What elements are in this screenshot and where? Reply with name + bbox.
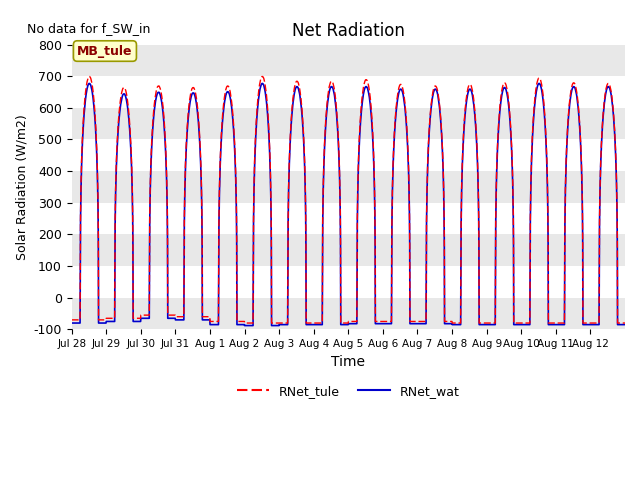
RNet_tule [241, 320, 248, 326]
RNet_tule [68, 317, 76, 323]
RNet_tule [243, 320, 251, 326]
RNet_tule [382, 319, 390, 324]
Bar [72, 203, 625, 234]
RNet_tule [515, 320, 523, 326]
RNet_wat [515, 322, 523, 327]
RNet_tule [85, 73, 93, 79]
Bar [72, 76, 625, 108]
Bar [72, 171, 625, 203]
RNet_wat [241, 323, 248, 328]
RNet_wat [85, 81, 93, 86]
Bar [72, 45, 625, 76]
RNet_wat [124, 101, 131, 107]
Bar [72, 234, 625, 266]
Bar [72, 298, 625, 329]
Bar [72, 266, 625, 298]
Line: RNet_tule: RNet_tule [72, 76, 625, 323]
Title: Net Radiation: Net Radiation [292, 22, 404, 40]
Legend: RNet_tule, RNet_wat: RNet_tule, RNet_wat [232, 380, 465, 403]
RNet_wat [243, 323, 251, 328]
RNet_tule [547, 320, 554, 326]
RNet_tule [124, 95, 131, 101]
RNet_wat [614, 322, 621, 327]
RNet_wat [547, 322, 554, 327]
Y-axis label: Solar Radiation (W/m2): Solar Radiation (W/m2) [15, 114, 28, 260]
X-axis label: Time: Time [332, 355, 365, 369]
Bar [72, 108, 625, 140]
Text: No data for f_SW_in: No data for f_SW_in [28, 22, 151, 35]
RNet_wat [382, 321, 390, 326]
Text: MB_tule: MB_tule [77, 45, 132, 58]
RNet_tule [621, 320, 629, 326]
Line: RNet_wat: RNet_wat [72, 84, 625, 325]
Bar [72, 140, 625, 171]
RNet_wat [621, 322, 629, 327]
RNet_tule [614, 320, 621, 326]
RNet_wat [68, 320, 76, 326]
